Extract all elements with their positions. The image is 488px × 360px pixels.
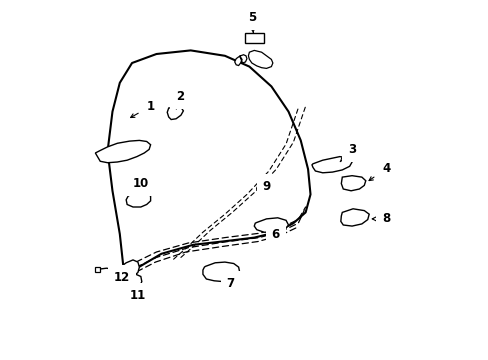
Polygon shape xyxy=(95,140,150,163)
Text: 12: 12 xyxy=(114,271,130,284)
Polygon shape xyxy=(256,182,269,195)
Polygon shape xyxy=(254,218,288,232)
Text: 3: 3 xyxy=(340,143,355,162)
Text: 4: 4 xyxy=(368,162,389,181)
Polygon shape xyxy=(248,50,272,68)
Polygon shape xyxy=(311,157,351,173)
Text: 5: 5 xyxy=(247,11,255,32)
Text: 7: 7 xyxy=(226,277,234,290)
Text: 6: 6 xyxy=(271,228,279,240)
Polygon shape xyxy=(122,260,139,277)
Polygon shape xyxy=(234,55,246,66)
Text: 1: 1 xyxy=(130,100,154,117)
Polygon shape xyxy=(126,192,150,207)
Polygon shape xyxy=(341,176,365,191)
Text: 11: 11 xyxy=(129,289,146,302)
Polygon shape xyxy=(95,267,100,272)
Text: 10: 10 xyxy=(132,177,149,190)
Polygon shape xyxy=(340,209,368,226)
Polygon shape xyxy=(122,274,142,291)
Polygon shape xyxy=(244,33,264,43)
Text: 2: 2 xyxy=(175,90,183,109)
Polygon shape xyxy=(167,107,183,120)
Text: 9: 9 xyxy=(263,180,270,193)
Polygon shape xyxy=(203,262,239,282)
Text: 8: 8 xyxy=(371,212,389,225)
